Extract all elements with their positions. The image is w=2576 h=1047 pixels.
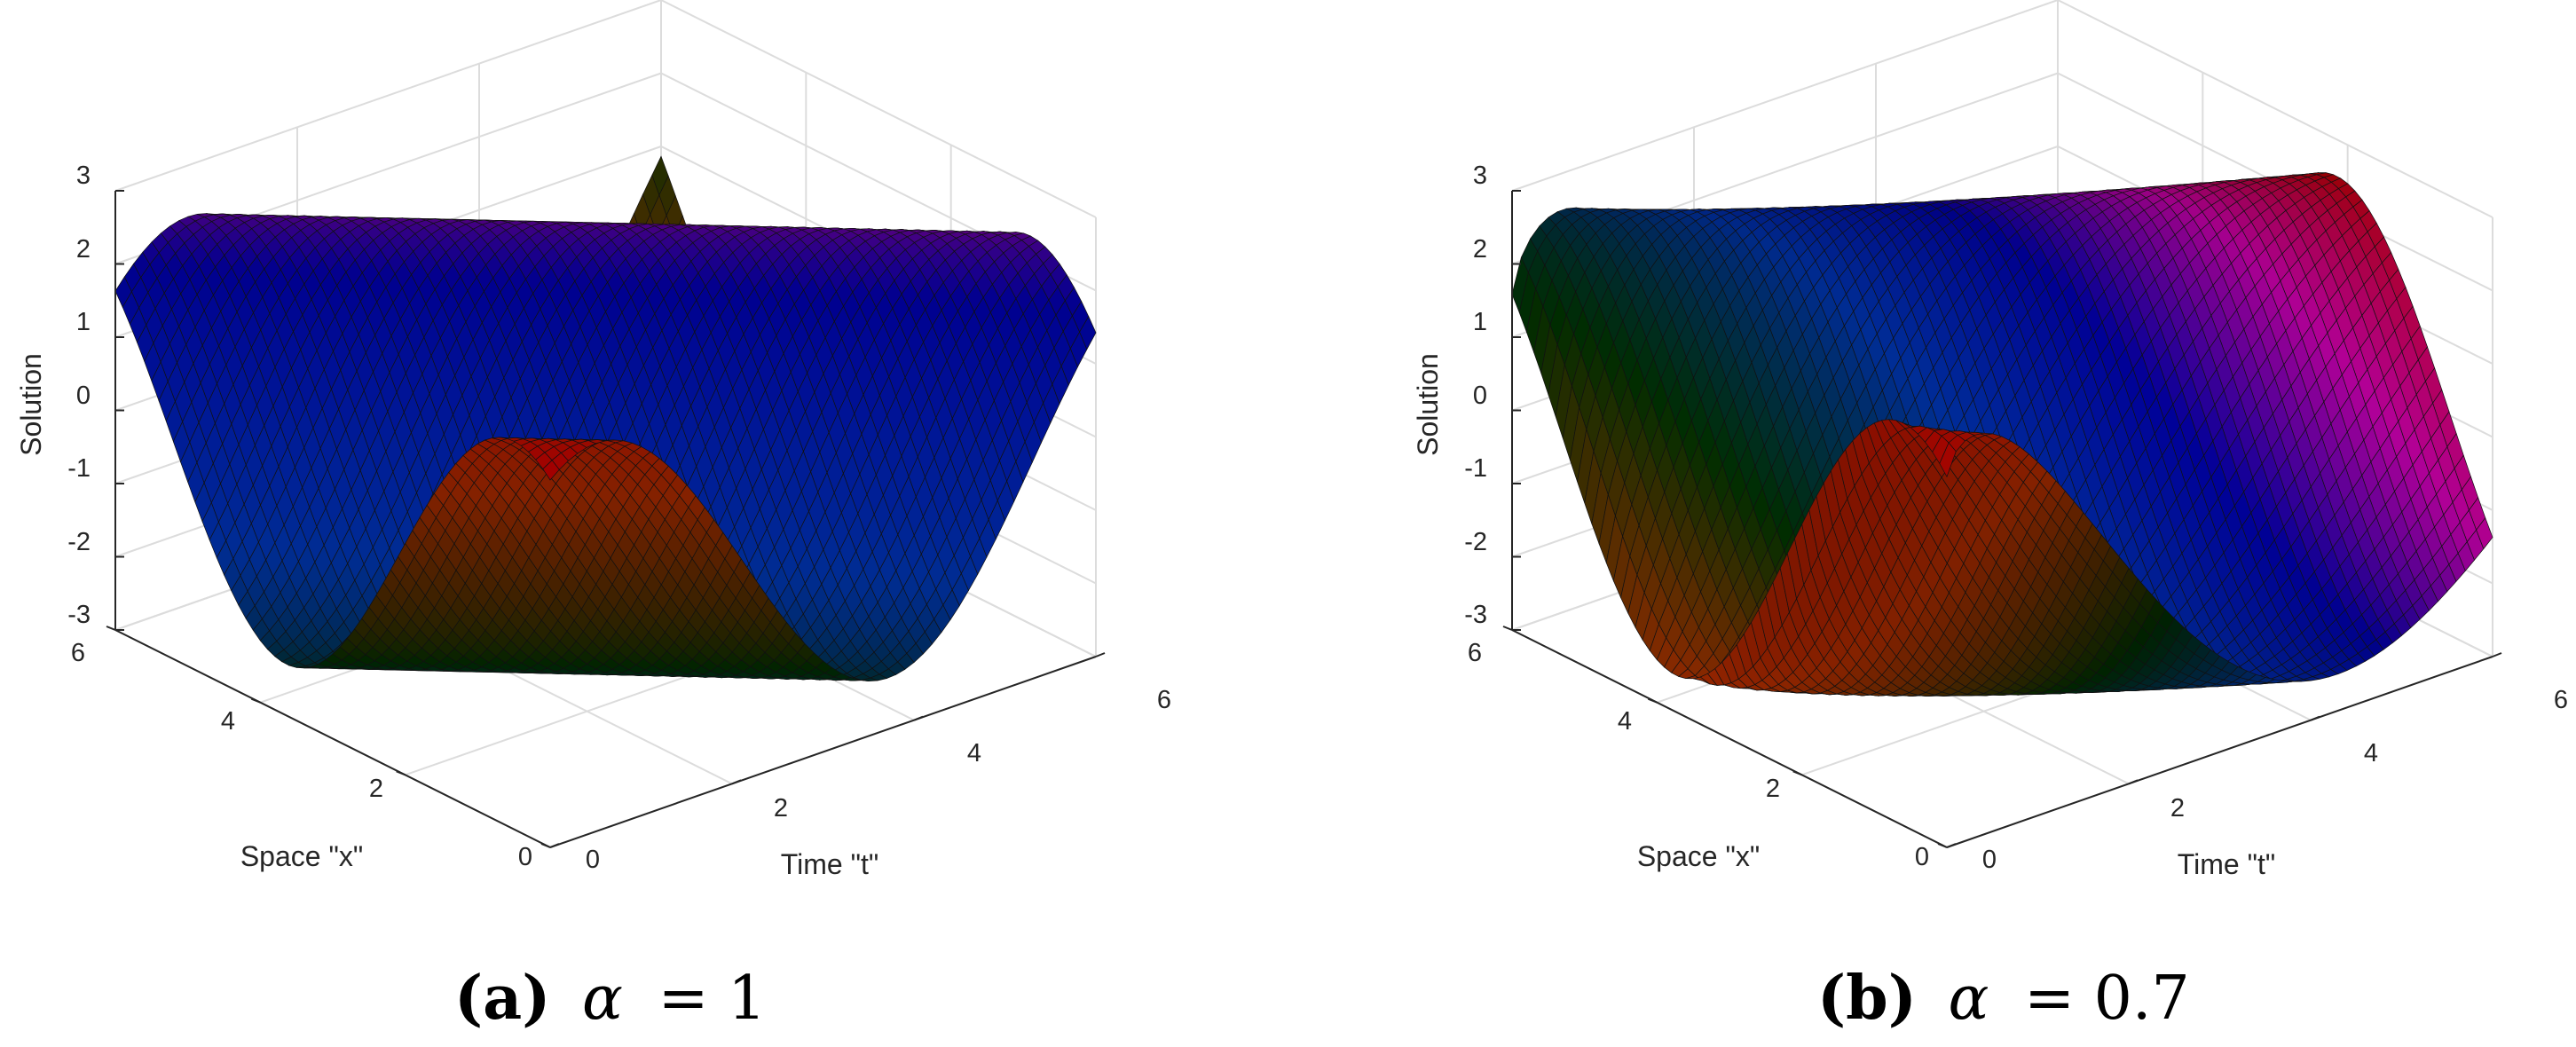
panel-b: 3 2 1 0 -1 -2 -3 6 4 2 0 0 2 4 6 Solutio… <box>1412 0 2568 1034</box>
grid-line <box>114 0 1097 218</box>
x-tick-label: 4 <box>967 739 981 768</box>
z-axis-label: Solution <box>15 353 47 456</box>
z-tick-label: 3 <box>76 161 91 190</box>
y-tick-mark <box>106 626 116 631</box>
caption-value: = 1 <box>658 964 767 1034</box>
z-tick-label: -3 <box>67 601 91 629</box>
y-tick-label: 2 <box>369 775 383 803</box>
x-axis-label: Time "t" <box>781 848 878 880</box>
panel-a: 3 2 1 0 -1 -2 -3 6 4 2 0 0 2 4 6 Solutio… <box>15 0 1171 1034</box>
x-axis-line <box>549 656 1097 848</box>
panel-a-x-ticks: 0 2 4 6 <box>586 686 1171 874</box>
z-tick-label: 0 <box>76 382 91 410</box>
y-tick-label: 0 <box>518 843 532 871</box>
z-tick-label: -2 <box>67 528 91 556</box>
z-tick-label: 1 <box>76 308 91 336</box>
x-tick-label: 2 <box>774 794 788 823</box>
z-tick-label: -1 <box>67 454 91 483</box>
panel-b-surface <box>1511 172 2493 697</box>
panel-a-z-ticks: 3 2 1 0 -1 -2 -3 <box>67 161 91 629</box>
y-tick-label: 4 <box>221 707 235 736</box>
y-tick-label: 6 <box>71 639 85 667</box>
y-axis-label: Space "x" <box>240 840 363 872</box>
caption-label: (a) <box>454 963 550 1034</box>
x-tick-mark <box>1095 652 1106 657</box>
x-tick-label: 6 <box>1157 686 1171 714</box>
z-tick-label: 2 <box>76 235 91 264</box>
x-tick-label: 0 <box>586 846 600 874</box>
panel-a-surface <box>114 155 1097 681</box>
caption-a: (a) α = 1 <box>454 963 766 1034</box>
caption-symbol: α <box>582 964 623 1034</box>
